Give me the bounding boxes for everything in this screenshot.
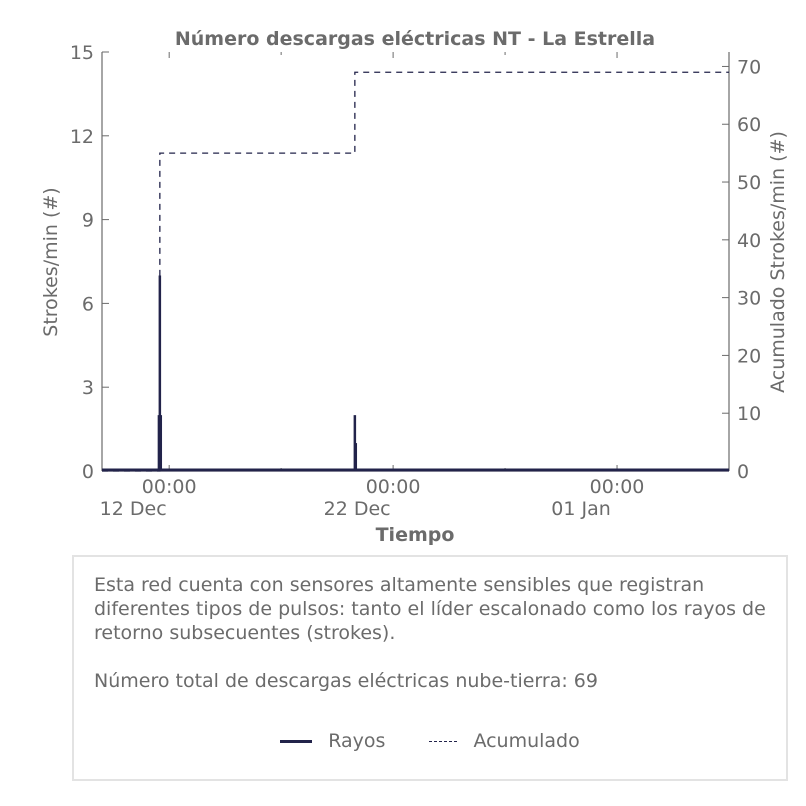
legend-label-acumulado: Acumulado [473, 730, 580, 752]
x-tick-label-time: 00:00 [142, 476, 197, 498]
y-axis-right-label: Acumulado Strokes/min (#) [767, 131, 789, 393]
x-tick-label-time: 00:00 [366, 476, 421, 498]
legend: Rayos Acumulado [74, 729, 786, 753]
y-right-tick-label: 30 [737, 288, 761, 310]
y-right-tick-label: 0 [737, 461, 749, 483]
y-right-tick-label: 10 [737, 403, 761, 425]
y-left-tick-label: 3 [82, 377, 94, 399]
y-right-tick-label: 50 [737, 172, 761, 194]
x-tick-label-date: 22 Dec [324, 498, 391, 520]
info-description: Esta red cuenta con sensores altamente s… [94, 574, 766, 644]
y-right-tick-label: 20 [737, 345, 761, 367]
y-left-tick-label: 12 [70, 126, 94, 148]
y-right-tick-label: 70 [737, 56, 761, 78]
x-tick-label-date: 01 Jan [551, 498, 611, 520]
info-box: Esta red cuenta con sensores altamente s… [72, 555, 788, 781]
total-strikes: Número total de descargas eléctricas nub… [94, 670, 598, 692]
legend-swatch-rayos [280, 739, 313, 743]
legend-swatch-acumulado [429, 740, 458, 742]
y-left-tick-label: 6 [82, 293, 94, 315]
y-axis-left-label: Strokes/min (#) [40, 187, 62, 336]
y-left-tick-label: 15 [70, 42, 94, 64]
chart-title: Número descargas eléctricas NT - La Estr… [175, 28, 655, 50]
x-tick-label-date: 12 Dec [100, 498, 167, 520]
lightning-chart: Número descargas eléctricas NT - La Estr… [40, 28, 789, 545]
series-acumulado-line [102, 71, 729, 472]
y-right-tick-label: 60 [737, 114, 761, 136]
x-axis-label: Tiempo [376, 524, 455, 545]
y-left-tick-label: 9 [82, 210, 94, 232]
y-right-tick-label: 40 [737, 230, 761, 252]
legend-label-rayos: Rayos [328, 730, 386, 752]
y-left-tick-label: 0 [82, 461, 94, 483]
legend-item-rayos: Rayos [280, 730, 385, 752]
legend-item-acumulado: Acumulado [429, 730, 580, 752]
x-tick-label-time: 00:00 [590, 476, 645, 498]
